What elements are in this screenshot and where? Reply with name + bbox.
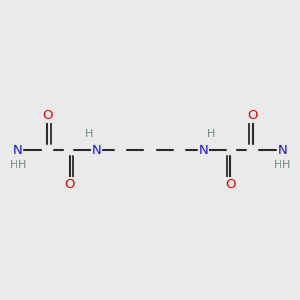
Text: O: O <box>225 178 236 191</box>
Text: N: N <box>278 143 287 157</box>
Text: O: O <box>247 109 258 122</box>
Text: O: O <box>64 178 75 191</box>
Text: H: H <box>85 129 93 139</box>
Text: N: N <box>13 143 22 157</box>
Text: N: N <box>199 143 208 157</box>
Text: H: H <box>282 160 290 170</box>
Text: H: H <box>274 160 282 170</box>
Text: H: H <box>207 129 215 139</box>
Text: O: O <box>42 109 53 122</box>
Text: N: N <box>92 143 101 157</box>
Text: H: H <box>10 160 18 170</box>
Text: H: H <box>18 160 26 170</box>
